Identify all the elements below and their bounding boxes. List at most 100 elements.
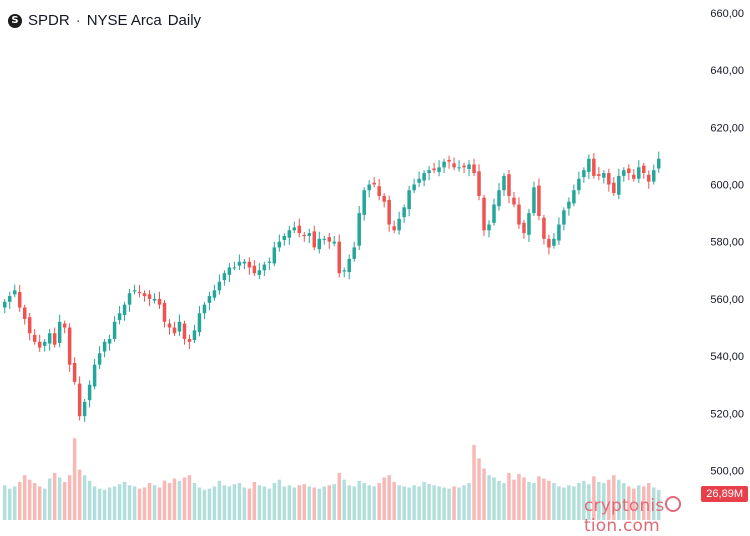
candle-body (87, 384, 92, 401)
candle-body (387, 199, 391, 225)
candle-body (187, 338, 192, 342)
volume-bar (222, 485, 227, 520)
watermark-ring-icon (665, 496, 682, 512)
candle-body (472, 164, 476, 174)
volume-bar (3, 485, 7, 520)
candle-body (377, 186, 381, 196)
volume-bar (497, 480, 501, 520)
candle-body (342, 270, 346, 272)
candle-body (287, 230, 292, 238)
volume-bar (177, 480, 182, 520)
volume-bar (652, 487, 656, 520)
volume-bar (467, 483, 471, 520)
candle-body (47, 333, 52, 344)
volume-bar (647, 483, 651, 520)
volume-bar (262, 486, 267, 520)
candle-body (77, 383, 82, 417)
volume-bar (507, 472, 511, 520)
volume-bar (277, 479, 282, 520)
volume-bar (282, 486, 287, 520)
candle-body (7, 296, 12, 302)
volume-bar (402, 486, 406, 520)
volume-bar (207, 488, 212, 520)
candle-body (322, 238, 327, 240)
candle-body (607, 173, 611, 185)
candle-body (417, 178, 421, 183)
volume-bar (562, 487, 566, 520)
volume-bar (142, 487, 147, 520)
candle-body (297, 225, 302, 234)
symbol-name[interactable]: SPDR (28, 12, 70, 29)
candle-body (357, 213, 361, 246)
candle-body (232, 267, 237, 269)
candle-body (552, 238, 556, 246)
volume-bar (612, 475, 616, 520)
candle-body (337, 241, 341, 274)
candle-body (227, 267, 232, 275)
candle-body (247, 261, 252, 268)
candle-body (272, 247, 277, 264)
volume-bar (112, 486, 117, 520)
volume-bar (392, 481, 396, 520)
volume-bar (227, 486, 232, 520)
volume-bar (67, 475, 72, 520)
candle-body (97, 353, 102, 365)
candle-body (457, 167, 461, 169)
candle-body (267, 261, 272, 263)
volume-bar (12, 486, 17, 520)
candle-body (632, 174, 636, 179)
volume-bar (547, 480, 551, 520)
candle-body (317, 238, 322, 250)
header-separator: · (75, 12, 81, 29)
volume-bar (442, 487, 446, 520)
interval-label[interactable]: Daily (167, 12, 202, 29)
candle-body (282, 235, 287, 240)
volume-bar (162, 480, 167, 520)
candle-body (642, 165, 646, 174)
chart-container[interactable]: 660,00 640,00 620,00 600,00 580,00 560,00 540,… (0, 0, 750, 525)
volume-bar (362, 483, 366, 520)
candle-body (327, 237, 332, 242)
volume-bar (622, 483, 626, 520)
candle-body (382, 195, 386, 202)
candle-body (32, 334, 37, 342)
y-axis-tick-label: 520,00 (710, 408, 744, 420)
volume-bar (417, 486, 421, 520)
candle-body (27, 317, 32, 334)
candle-body (432, 168, 436, 171)
volume-bar (32, 483, 37, 520)
candle-body (162, 302, 167, 322)
exchange-name: NYSE Arca (86, 12, 162, 29)
volume-bar (182, 477, 187, 520)
volume-bar (542, 478, 546, 520)
candle-body (237, 261, 242, 266)
volume-bar (577, 483, 581, 520)
candle-body (352, 247, 356, 259)
volume-bar (517, 474, 521, 520)
y-axis-tick-label: 500,00 (710, 466, 744, 478)
candle-body (392, 226, 396, 231)
candle-body (567, 201, 571, 209)
y-axis-tick-label: 660,00 (710, 8, 744, 20)
candle-body (447, 159, 451, 162)
candlestick-chart[interactable]: 660,00 640,00 620,00 600,00 580,00 560,00 540,… (0, 0, 750, 525)
candle-body (597, 174, 601, 176)
candle-body (222, 273, 227, 281)
candle-body (62, 323, 67, 328)
volume-bar (342, 479, 346, 520)
volume-bar (447, 488, 451, 520)
spdr-logo-icon: S (8, 13, 22, 28)
candle-body (277, 241, 282, 248)
volume-bar (387, 475, 391, 520)
candle-body (437, 167, 441, 172)
volume-bar (97, 488, 102, 520)
candle-body (242, 261, 247, 264)
candle-body (207, 296, 212, 303)
volume-bar (522, 477, 526, 520)
candle-body (487, 224, 491, 231)
volume-bar (337, 472, 341, 520)
volume-bar (102, 489, 107, 520)
volume-bar (122, 481, 127, 520)
candle-body (117, 313, 122, 321)
volume-bar (72, 438, 77, 520)
